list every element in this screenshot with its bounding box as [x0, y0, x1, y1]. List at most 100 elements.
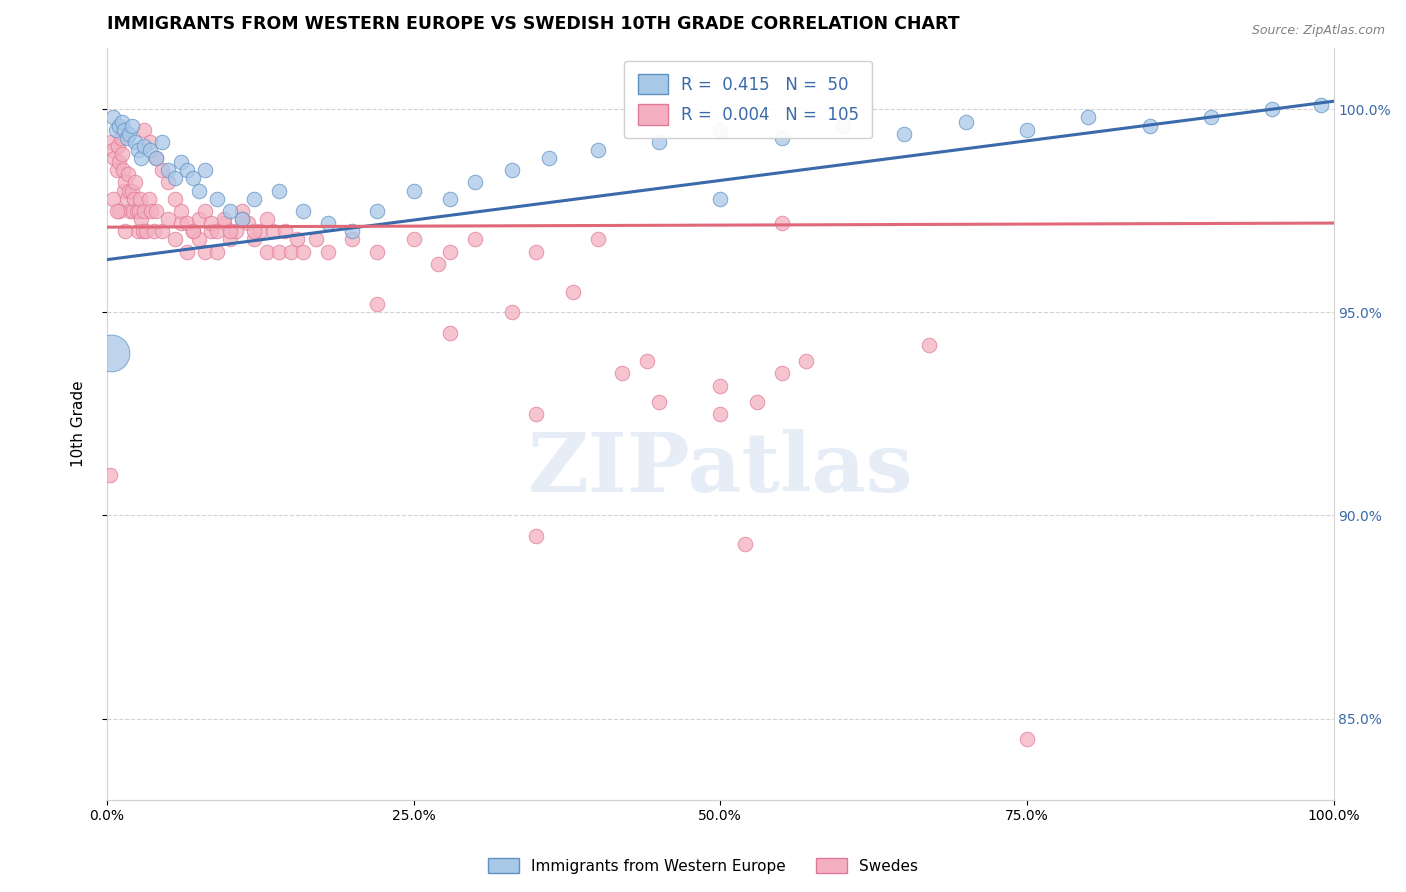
- Point: [124, 176, 146, 190]
- Point: [131, 224, 153, 238]
- Point: [207, 192, 229, 206]
- Point: [129, 192, 152, 206]
- Point: [194, 163, 217, 178]
- Point: [111, 147, 134, 161]
- Point: [292, 244, 315, 259]
- Point: [366, 297, 388, 311]
- Point: [918, 338, 941, 352]
- Point: [112, 122, 135, 136]
- Point: [464, 176, 486, 190]
- Point: [121, 184, 143, 198]
- Point: [117, 167, 139, 181]
- Point: [115, 130, 138, 145]
- Point: [98, 467, 121, 482]
- Point: [366, 203, 388, 218]
- Point: [709, 407, 731, 421]
- Point: [169, 155, 191, 169]
- Point: [200, 216, 222, 230]
- Point: [163, 232, 186, 246]
- Text: IMMIGRANTS FROM WESTERN EUROPE VS SWEDISH 10TH GRADE CORRELATION CHART: IMMIGRANTS FROM WESTERN EUROPE VS SWEDIS…: [107, 15, 960, 33]
- Point: [163, 171, 186, 186]
- Point: [121, 203, 143, 218]
- Point: [439, 244, 461, 259]
- Point: [127, 224, 149, 238]
- Point: [274, 224, 297, 238]
- Point: [709, 192, 731, 206]
- Point: [770, 130, 793, 145]
- Point: [169, 216, 191, 230]
- Point: [537, 151, 560, 165]
- Point: [150, 163, 173, 178]
- Point: [464, 232, 486, 246]
- Point: [105, 203, 128, 218]
- Point: [150, 224, 173, 238]
- Point: [122, 192, 145, 206]
- Point: [709, 122, 731, 136]
- Point: [212, 216, 235, 230]
- Point: [132, 203, 155, 218]
- Point: [131, 212, 153, 227]
- Point: [181, 171, 204, 186]
- Point: [225, 224, 247, 238]
- Point: [141, 203, 163, 218]
- Point: [103, 151, 125, 165]
- Legend: R =  0.415   N =  50, R =  0.004   N =  105: R = 0.415 N = 50, R = 0.004 N = 105: [624, 61, 872, 138]
- Point: [366, 244, 388, 259]
- Point: [138, 192, 160, 206]
- Point: [157, 176, 180, 190]
- Point: [108, 155, 131, 169]
- Point: [439, 326, 461, 340]
- Point: [955, 114, 977, 128]
- Point: [285, 232, 308, 246]
- Point: [316, 244, 339, 259]
- Legend: Immigrants from Western Europe, Swedes: Immigrants from Western Europe, Swedes: [482, 852, 924, 880]
- Point: [402, 232, 425, 246]
- Point: [132, 122, 155, 136]
- Point: [893, 127, 915, 141]
- Point: [112, 184, 135, 198]
- Point: [439, 192, 461, 206]
- Point: [145, 151, 167, 165]
- Point: [745, 394, 768, 409]
- Point: [142, 224, 165, 238]
- Point: [111, 114, 134, 128]
- Point: [115, 192, 138, 206]
- Point: [402, 184, 425, 198]
- Point: [262, 224, 284, 238]
- Point: [586, 232, 609, 246]
- Point: [256, 244, 278, 259]
- Point: [524, 244, 547, 259]
- Point: [207, 244, 229, 259]
- Point: [110, 130, 132, 145]
- Point: [114, 224, 136, 238]
- Point: [163, 192, 186, 206]
- Point: [770, 216, 793, 230]
- Point: [304, 232, 326, 246]
- Point: [218, 203, 240, 218]
- Point: [111, 163, 134, 178]
- Point: [145, 151, 167, 165]
- Point: [157, 163, 180, 178]
- Point: [118, 184, 141, 198]
- Point: [236, 216, 259, 230]
- Point: [127, 143, 149, 157]
- Point: [342, 232, 364, 246]
- Point: [145, 203, 167, 218]
- Point: [200, 224, 222, 238]
- Point: [194, 244, 217, 259]
- Point: [524, 529, 547, 543]
- Point: [1310, 98, 1333, 112]
- Point: [794, 354, 817, 368]
- Point: [256, 212, 278, 227]
- Point: [118, 127, 141, 141]
- Point: [120, 203, 142, 218]
- Point: [103, 192, 125, 206]
- Point: [104, 122, 127, 136]
- Point: [1261, 103, 1284, 117]
- Point: [636, 354, 658, 368]
- Point: [231, 212, 253, 227]
- Point: [1199, 111, 1222, 125]
- Point: [1015, 731, 1038, 746]
- Point: [562, 285, 585, 299]
- Point: [648, 394, 671, 409]
